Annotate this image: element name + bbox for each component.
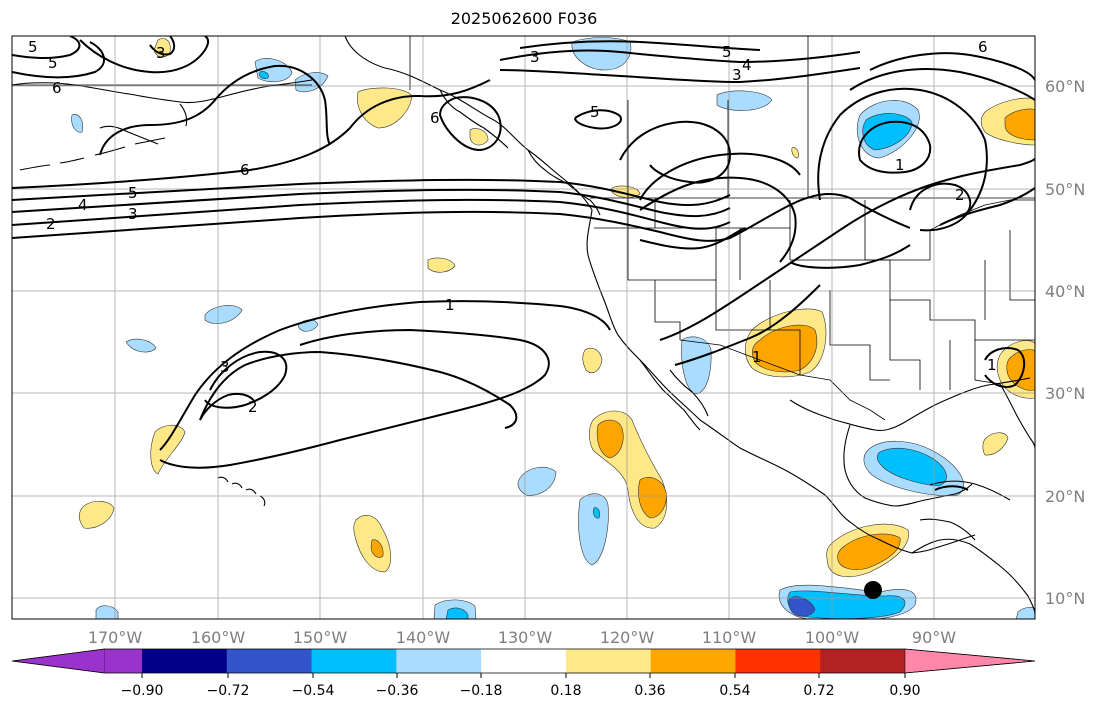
map-frame: [11, 35, 1036, 620]
colorbar-tick-label: 0.72: [803, 683, 834, 699]
colorbar-arrow-high: [904, 648, 1036, 674]
contour-label: 2: [248, 398, 258, 416]
contour-label: 2: [955, 186, 965, 204]
colorbar-tick-label: −0.54: [292, 683, 335, 699]
contour-label: 3: [732, 66, 742, 84]
lon-label: 170°W: [88, 628, 143, 647]
colorbar-arrow-low: [11, 648, 105, 674]
lon-label: 130°W: [498, 628, 553, 647]
lat-label: 10°N: [1045, 589, 1085, 608]
lon-label: 100°W: [805, 628, 860, 647]
colorbar-segment: [650, 649, 736, 673]
contour-label: 1: [895, 156, 905, 174]
colorbar-segment: [735, 649, 821, 673]
coastlines: [12, 36, 1035, 615]
colorbar: −0.90 −0.72 −0.54 −0.36 −0.18 0.18 0.36 0.54 0.7…: [11, 648, 1036, 699]
colorbar-segment: [565, 649, 652, 673]
contour-label: 4: [742, 56, 752, 74]
colorbar-segment: [142, 649, 228, 673]
colorbar-segment: [311, 649, 397, 673]
lat-label: 50°N: [1045, 180, 1085, 199]
lon-label: 140°W: [396, 628, 451, 647]
contour-label: 6: [52, 79, 62, 97]
political-borders: [12, 36, 1035, 421]
colorbar-segment: [820, 649, 906, 673]
lon-label: 160°W: [191, 628, 246, 647]
lat-label: 30°N: [1045, 384, 1085, 403]
contour-label-group: 5 5 3 6 3 5 4 3 6 6 5 6 6 4 5 3 2 1 1 2 …: [28, 38, 997, 416]
contour-label: 2: [46, 215, 56, 233]
contour-label: 5: [128, 184, 138, 202]
lon-label: 90°W: [912, 628, 956, 647]
location-marker: [864, 581, 882, 599]
contour-label: 3: [220, 358, 230, 376]
colorbar-tick-label: −0.72: [207, 683, 250, 699]
contour-lines: [12, 36, 1035, 491]
colorbar-tick-label: −0.90: [121, 683, 164, 699]
contour-label: 3: [128, 205, 138, 223]
longitude-axis: 170°W 160°W 150°W 140°W 130°W 120°W 110°…: [88, 628, 956, 647]
contour-label: 1: [987, 356, 997, 374]
contour-label: 1: [445, 296, 455, 314]
contour-label: 5: [48, 54, 58, 72]
latitude-axis: 60°N 50°N 40°N 30°N 20°N 10°N: [1045, 77, 1085, 608]
lon-label: 120°W: [600, 628, 655, 647]
colorbar-segment: [396, 649, 482, 673]
lon-label: 150°W: [293, 628, 348, 647]
contour-label: 5: [28, 38, 38, 56]
colorbar-segment: [481, 649, 567, 673]
contour-label: 5: [590, 103, 600, 121]
contour-label: 6: [430, 109, 440, 127]
colorbar-segment: [104, 649, 142, 673]
lat-label: 60°N: [1045, 77, 1085, 96]
contour-label: 3: [530, 48, 540, 66]
colorbar-outline: [11, 648, 1036, 674]
map-area: 5 5 3 6 3 5 4 3 6 6 5 6 6 4 5 3 2 1 1 2 …: [12, 36, 1035, 619]
contour-label: 6: [240, 161, 250, 179]
colorbar-tick-label: 0.36: [634, 683, 665, 699]
lon-label: 110°W: [702, 628, 757, 647]
lat-label: 40°N: [1045, 282, 1085, 301]
colorbar-tick-label: 0.54: [719, 683, 750, 699]
lat-label: 20°N: [1045, 487, 1085, 506]
contour-label: 1: [752, 348, 762, 366]
contour-label: 6: [978, 38, 988, 56]
map-title: 2025062600 F036: [450, 9, 598, 28]
contour-label: 3: [156, 44, 166, 62]
gridlines: [12, 36, 1035, 619]
colorbar-tick-label: −0.36: [376, 683, 419, 699]
contour-label: 5: [722, 43, 732, 61]
contour-label: 4: [78, 196, 88, 214]
anomaly-fills: [71, 37, 1035, 619]
colorbar-tick-label: 0.90: [889, 683, 920, 699]
colorbar-segment: [226, 649, 313, 673]
colorbar-tick-label: −0.18: [460, 683, 503, 699]
colorbar-tick-label: 0.18: [550, 683, 581, 699]
